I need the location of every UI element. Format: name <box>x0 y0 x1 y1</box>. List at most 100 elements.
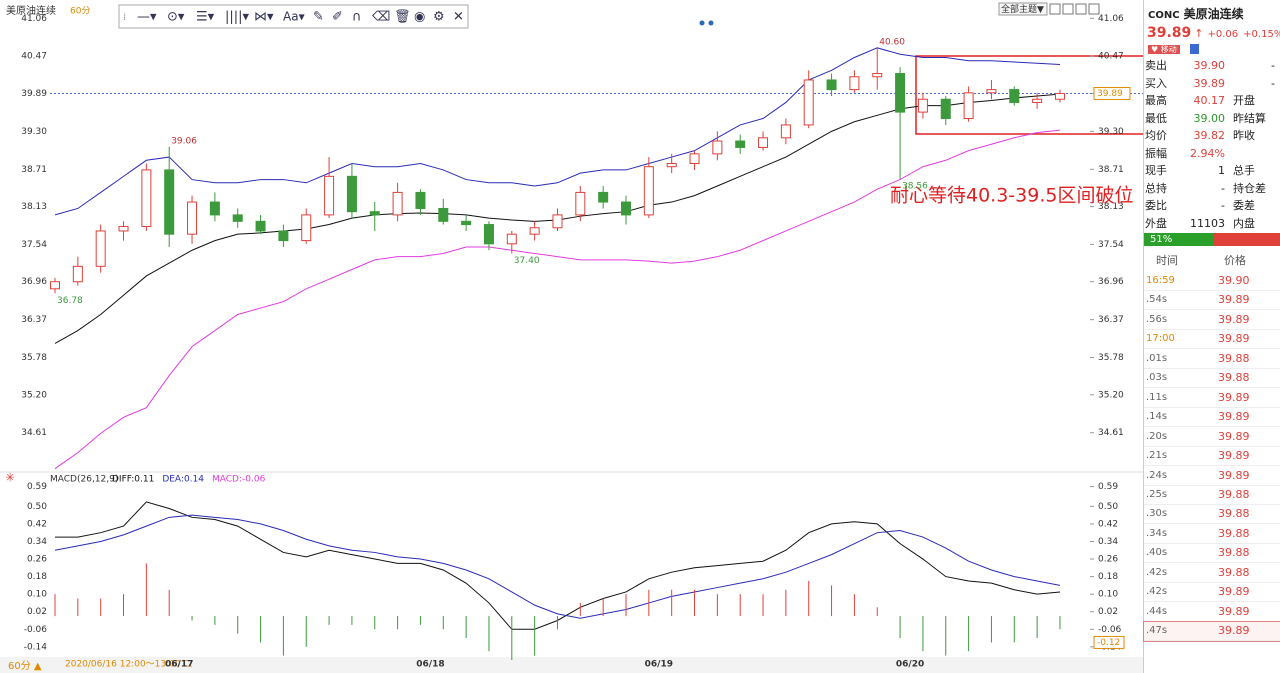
tick-price: 39.89 <box>1218 410 1250 424</box>
legend-entry: DIFF:0.11 <box>112 475 154 485</box>
quote-row: 最低 39.00 昨结算 <box>1144 110 1280 128</box>
candle-body <box>529 227 540 235</box>
period-label: 60分 <box>70 6 90 17</box>
band-line <box>54 129 1061 470</box>
tool-settings[interactable]: ⚙ <box>433 10 445 25</box>
y-tick-label: 38.13 <box>21 202 47 212</box>
tool-bars[interactable]: ||||▾ <box>225 10 250 25</box>
period-button[interactable]: 60分 ▲ <box>8 660 42 672</box>
quote-label: 最低 <box>1145 111 1167 125</box>
macd-marker: -0.12 <box>1097 638 1120 648</box>
candle-body <box>621 201 631 216</box>
tool-point[interactable]: ⊙▾ <box>167 10 185 25</box>
toolbar[interactable]: ⁞ —▾ ⊙▾ ☰▾ ||||▾ ⋈▾ Aa▾ ✎ ✐ ∩ ⌫ 🗑 ◉ ⚙ ✕ <box>118 4 469 29</box>
candle-body <box>301 214 312 242</box>
tick-row: .24s 39.89 <box>1144 467 1280 486</box>
ticks-header-time: 时间 <box>1156 254 1178 267</box>
badge-row: ♥ 移动 <box>1148 42 1199 55</box>
tool-line[interactable]: —▾ <box>137 10 157 25</box>
macd-line <box>55 501 1061 630</box>
tick-price: 39.89 <box>1218 449 1250 463</box>
quote-row: 现手 1 总手 <box>1144 162 1280 180</box>
window-button[interactable] <box>1062 3 1074 15</box>
quote-value: 40.17 <box>1193 94 1226 107</box>
y-tick-label: 36.37 <box>21 315 47 325</box>
tick-time: .30s <box>1146 508 1168 520</box>
y-tick-label: 0.10 <box>1098 590 1118 600</box>
change: +0.06 <box>1207 29 1239 40</box>
tool-text[interactable]: Aa▾ <box>283 10 305 24</box>
candle-body <box>95 230 106 267</box>
tick-time: .42s <box>1146 586 1168 598</box>
macd-line <box>54 514 1061 619</box>
tool-fib[interactable]: ☰▾ <box>196 10 215 25</box>
y-tick-label: 40.47 <box>21 52 47 62</box>
tool-eye[interactable]: ◉ <box>414 10 425 25</box>
quote-row: 振幅 2.94% <box>1144 145 1280 163</box>
tool-pen[interactable]: ✎ <box>313 10 324 25</box>
y-tick-label: 0.59 <box>27 482 47 492</box>
y-tick-label: 40.47 <box>1098 52 1124 62</box>
tick-price: 39.89 <box>1218 390 1250 404</box>
candle-body <box>666 162 677 168</box>
window-button[interactable] <box>1049 3 1061 15</box>
window-button[interactable] <box>1075 3 1087 15</box>
badge: ♥ 移动 <box>1148 45 1180 54</box>
candle-body <box>415 191 426 209</box>
y-tick-label: 35.78 <box>1098 353 1124 363</box>
legend-entry: MACD:-0.06 <box>212 475 266 485</box>
quote-extra: 昨结算 <box>1233 111 1266 125</box>
theme-button[interactable] <box>998 2 1048 16</box>
last-price-box <box>1093 86 1131 100</box>
header: CONC 美原油连续 <box>1148 5 1244 22</box>
toolbar-box <box>118 4 469 29</box>
tool-magnet[interactable]: ∩ <box>352 10 362 25</box>
tick-row: .47s 39.89 <box>1143 621 1280 643</box>
tick-row: .01s 39.88 <box>1144 350 1280 369</box>
quote-panel: CONC 美原油连续 39.89 ↑ +0.06 +0.15% ♥ 移动 卖出 39.90- 买入… <box>1143 0 1280 673</box>
tool-eraser[interactable]: ⌫ <box>371 10 390 25</box>
candle-body <box>963 92 974 120</box>
tool-delete[interactable]: 🗑 <box>394 9 411 25</box>
quote-label: 买入 <box>1145 76 1167 90</box>
candle-body <box>369 211 380 216</box>
tick-price: 39.89 <box>1218 293 1250 307</box>
high-label: 40.60 <box>879 37 905 47</box>
quote-value: 39.90 <box>1193 59 1226 72</box>
quote-value: 39.82 <box>1193 129 1226 142</box>
tick-price: 39.89 <box>1218 604 1250 618</box>
y-tick-label: 0.34 <box>1098 537 1118 547</box>
window-button[interactable] <box>1088 3 1100 15</box>
tick-time: .42s <box>1146 566 1168 578</box>
tick-time: 17:00 <box>1146 333 1175 345</box>
tick-price: 39.89 <box>1218 332 1250 346</box>
legend-entry: DEA:0.14 <box>162 475 204 485</box>
quote-extra: 昨收 <box>1233 129 1255 142</box>
ticks-header: 时间 价格 <box>1144 252 1280 270</box>
quote-value: 39.00 <box>1193 111 1226 125</box>
candle-body <box>483 224 494 245</box>
tick-price: 39.89 <box>1218 624 1250 638</box>
annotation-text: 耐心等待40.3-39.5区间破位 <box>890 185 1133 207</box>
tick-time: .56s <box>1146 313 1168 325</box>
tool-brush[interactable]: ✐ <box>332 10 343 25</box>
tick-time: .21s <box>1146 450 1168 462</box>
quote-label: 最高 <box>1145 94 1167 107</box>
tick-row: .25s 39.88 <box>1144 486 1280 505</box>
tool-close[interactable]: ✕ <box>453 10 464 25</box>
tick-price: 39.89 <box>1218 429 1250 443</box>
y-tick-label: 0.10 <box>27 590 47 600</box>
tool-pattern[interactable]: ⋈▾ <box>254 10 274 25</box>
candle-body <box>232 214 243 222</box>
y-tick-label: 38.71 <box>1098 165 1124 175</box>
y-tick-label: 34.61 <box>1098 428 1124 438</box>
y-tick-label: 0.59 <box>1098 482 1118 492</box>
y-tick-label: 0.18 <box>27 572 47 582</box>
y-tick-label: 36.96 <box>21 277 47 287</box>
tick-row: .11s 39.89 <box>1144 389 1280 408</box>
y-tick-label: 39.30 <box>21 127 47 137</box>
y-tick-label: 41.06 <box>1098 14 1124 24</box>
quote-row: 卖出 39.90 - <box>1144 57 1280 75</box>
tick-time: .25s <box>1146 488 1168 500</box>
